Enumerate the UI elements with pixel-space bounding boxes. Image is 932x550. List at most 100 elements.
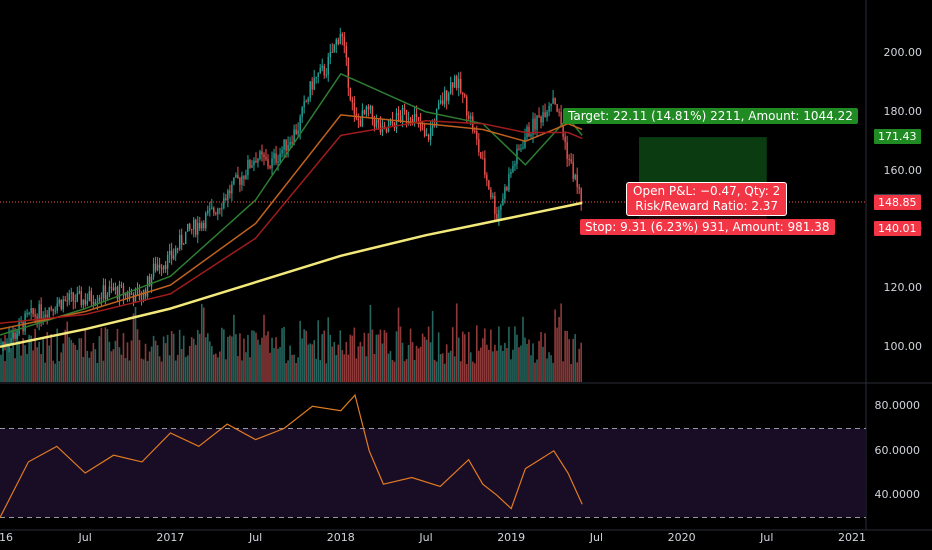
volume-bar bbox=[478, 350, 480, 382]
candle-body bbox=[98, 297, 101, 302]
candle-body bbox=[126, 292, 129, 298]
volume-bar bbox=[357, 346, 360, 382]
volume-bar bbox=[62, 343, 65, 382]
volume-bar bbox=[319, 360, 322, 382]
volume-bar bbox=[502, 350, 504, 382]
candle-body bbox=[560, 112, 562, 126]
candle-body bbox=[26, 313, 28, 315]
volume-bar bbox=[363, 332, 366, 382]
candle-body bbox=[215, 212, 217, 215]
candle-body bbox=[478, 139, 480, 153]
candle-body bbox=[152, 263, 155, 277]
time-tick-label: Jul bbox=[589, 531, 603, 544]
candle-body bbox=[309, 81, 311, 99]
price-tick-label: 160.00 bbox=[883, 163, 923, 177]
time-tick-label: Jul bbox=[78, 531, 92, 544]
volume-bar bbox=[44, 362, 46, 382]
volume-bar bbox=[538, 340, 540, 382]
open-pl-box[interactable]: Open P&L: −0.47, Qty: 2 Risk/Reward Rati… bbox=[626, 182, 788, 216]
candle-body bbox=[333, 44, 335, 53]
volume-bar bbox=[367, 333, 370, 382]
candle-body bbox=[476, 131, 478, 140]
volume-bar bbox=[526, 343, 528, 382]
volume-bar bbox=[576, 362, 578, 382]
candle-body bbox=[38, 304, 40, 323]
candle-body bbox=[363, 110, 366, 115]
volume-bar bbox=[142, 359, 145, 382]
candle-body bbox=[319, 67, 321, 74]
volume-bar bbox=[213, 354, 215, 382]
volume-bar bbox=[255, 332, 257, 382]
volume-bar bbox=[309, 343, 311, 382]
volume-bar bbox=[457, 337, 460, 382]
candle-body bbox=[462, 92, 464, 95]
candle-body bbox=[56, 303, 58, 311]
volume-bar bbox=[249, 357, 251, 382]
volume-bar bbox=[449, 350, 452, 382]
volume-bar bbox=[202, 307, 205, 382]
candle-body bbox=[441, 100, 444, 105]
candle-body bbox=[403, 107, 406, 111]
volume-bar bbox=[138, 340, 141, 382]
time-tick-label: Jul bbox=[248, 531, 262, 544]
candle-body bbox=[389, 120, 392, 126]
candle-body bbox=[14, 332, 16, 339]
candle-body bbox=[498, 209, 500, 219]
volume-bar bbox=[480, 347, 482, 382]
volume-bar bbox=[461, 331, 464, 382]
candle-body bbox=[566, 142, 568, 159]
candle-body bbox=[40, 304, 42, 319]
volume-bar bbox=[152, 335, 155, 382]
candle-body bbox=[484, 158, 486, 175]
volume-bar bbox=[204, 337, 207, 382]
candle-body bbox=[580, 188, 582, 204]
volume-bar bbox=[174, 360, 177, 382]
volume-bar bbox=[58, 361, 61, 382]
volume-bar bbox=[379, 329, 382, 382]
volume-bar bbox=[373, 354, 376, 382]
volume-bar bbox=[82, 357, 85, 382]
volume-bar bbox=[114, 340, 117, 382]
volume-bar bbox=[190, 337, 193, 382]
candle-body bbox=[528, 126, 530, 137]
volume-bar bbox=[313, 340, 315, 382]
candle-body bbox=[233, 177, 235, 185]
volume-bar bbox=[311, 344, 313, 382]
candle-body bbox=[195, 219, 197, 235]
volume-bar bbox=[409, 328, 412, 382]
candle-body bbox=[454, 76, 456, 88]
candle-body bbox=[411, 118, 414, 123]
open-pl-label: Open P&L: −0.47, Qty: 2 bbox=[633, 184, 781, 198]
candle-body bbox=[456, 76, 458, 89]
candle-body bbox=[146, 276, 149, 297]
candle-body bbox=[269, 166, 271, 169]
candle-body bbox=[443, 90, 446, 105]
volume-bar bbox=[488, 349, 490, 382]
volume-bar bbox=[385, 332, 388, 382]
candle-body bbox=[74, 300, 76, 302]
candle-body bbox=[305, 101, 307, 103]
target-label[interactable]: Target: 22.11 (14.81%) 2211, Amount: 104… bbox=[563, 108, 858, 124]
candle-body bbox=[112, 287, 115, 291]
moving-average-line bbox=[0, 73, 583, 336]
volume-bar bbox=[365, 356, 368, 382]
stop-label[interactable]: Stop: 9.31 (6.23%) 931, Amount: 981.38 bbox=[580, 219, 835, 235]
volume-bar bbox=[102, 360, 105, 382]
candle-body bbox=[315, 76, 317, 79]
volume-bar bbox=[186, 355, 189, 382]
candle-body bbox=[120, 284, 123, 286]
volume-bar bbox=[92, 342, 95, 382]
volume-bar bbox=[510, 359, 512, 382]
volume-bar bbox=[307, 344, 309, 382]
candle-body bbox=[82, 299, 85, 306]
volume-bar bbox=[413, 360, 416, 382]
volume-bar bbox=[267, 331, 269, 382]
candle-body bbox=[377, 120, 380, 124]
volume-bar bbox=[564, 330, 566, 382]
volume-bar bbox=[98, 336, 101, 382]
volume-bar bbox=[231, 336, 233, 382]
time-tick-label: 2019 bbox=[497, 531, 525, 544]
volume-bar bbox=[170, 331, 173, 382]
volume-bar bbox=[263, 314, 265, 382]
volume-bar bbox=[8, 327, 10, 382]
